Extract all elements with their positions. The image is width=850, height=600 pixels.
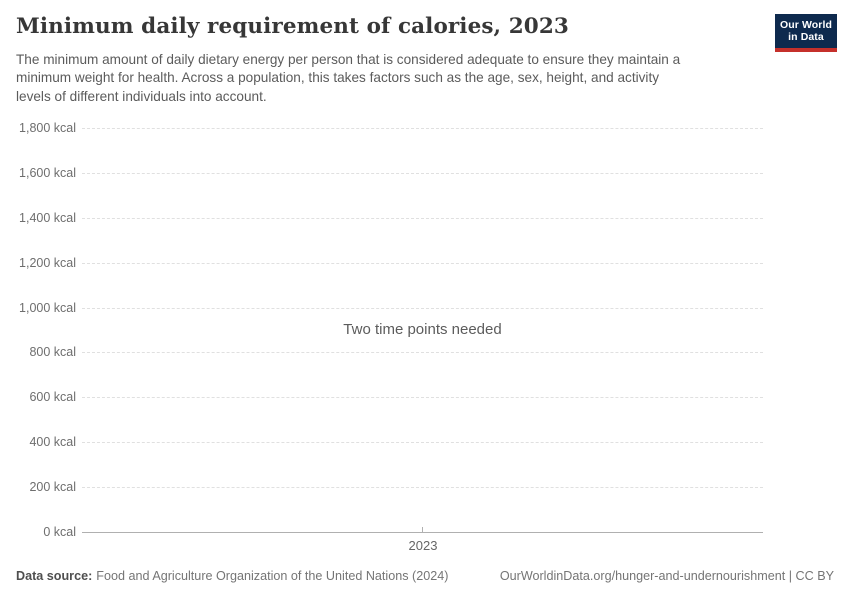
footer-separator: | <box>785 569 796 583</box>
gridline <box>82 487 763 489</box>
y-axis-tick-label: 200 kcal <box>29 480 76 495</box>
data-source-label: Data source: <box>16 569 93 583</box>
gridline <box>82 397 763 399</box>
y-axis-tick-label: 400 kcal <box>29 435 76 450</box>
y-axis-tick-label: 1,600 kcal <box>19 165 76 180</box>
gridline <box>82 352 763 354</box>
owid-logo-text: Our World in Data <box>775 14 837 48</box>
owid-url-link[interactable]: OurWorldinData.org/hunger-and-undernouri… <box>499 569 786 583</box>
y-axis-tick-label: 600 kcal <box>29 390 76 405</box>
y-axis-tick-label: 0 kcal <box>43 525 76 539</box>
gridline <box>82 172 763 174</box>
gridline <box>82 307 763 309</box>
gridline <box>82 442 763 444</box>
chart-footer: Data source: Food and Agriculture Organiz… <box>16 569 834 583</box>
y-axis-tick-label: 1,200 kcal <box>19 255 76 270</box>
subtitle-line: levels of different individuals into acc… <box>16 88 267 104</box>
chart-title: Minimum daily requirement of calories, 2… <box>16 14 569 39</box>
empty-state-message: Two time points needed <box>343 321 502 338</box>
x-axis-tick-mark <box>422 527 423 532</box>
owid-logo-red-bar <box>775 48 837 52</box>
data-source-value: Food and Agriculture Organization of the… <box>96 569 449 583</box>
gridline <box>82 128 763 129</box>
owid-logo[interactable]: Our World in Data <box>775 14 837 56</box>
owid-logo-line2: in Data <box>788 31 824 43</box>
license-label[interactable]: CC BY <box>795 569 835 583</box>
y-axis-tick-label: 1,000 kcal <box>19 300 76 315</box>
y-axis-tick-label: 1,800 kcal <box>19 121 76 135</box>
x-axis-tick-label: 2023 <box>408 538 438 553</box>
gridline <box>82 262 763 264</box>
gridline <box>82 217 763 219</box>
plot-area: Two time points needed 2023 0 kcal 200 kc… <box>19 121 763 553</box>
data-source: Data source: Food and Agriculture Organiz… <box>16 569 448 583</box>
chart-subtitle: The minimum amount of daily dietary ener… <box>16 51 761 106</box>
x-axis-line <box>82 532 763 533</box>
y-axis-tick-label: 800 kcal <box>29 345 76 360</box>
subtitle-line: minimum weight for health. Across a popu… <box>16 70 660 86</box>
subtitle-line: The minimum amount of daily dietary ener… <box>16 52 681 67</box>
owid-logo-line1: Our World <box>779 18 833 31</box>
y-axis-tick-label: 1,400 kcal <box>19 210 76 225</box>
footer-right: OurWorldinData.org/hunger-and-undernouri… <box>500 569 834 583</box>
